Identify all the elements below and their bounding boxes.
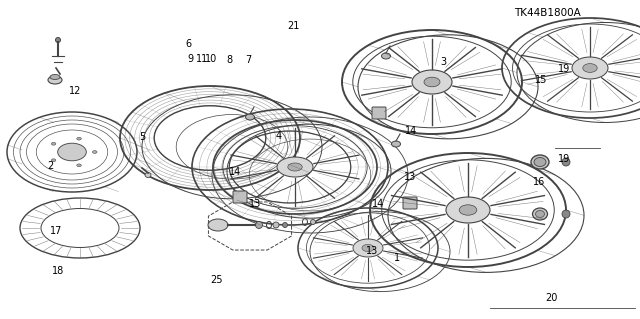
Ellipse shape	[77, 164, 81, 167]
Ellipse shape	[381, 53, 390, 59]
Ellipse shape	[534, 158, 546, 167]
Ellipse shape	[208, 219, 228, 231]
Ellipse shape	[92, 151, 97, 153]
Ellipse shape	[532, 208, 547, 220]
Text: 20: 20	[545, 293, 558, 303]
Ellipse shape	[51, 142, 56, 145]
Ellipse shape	[460, 205, 477, 215]
Ellipse shape	[246, 114, 255, 120]
Ellipse shape	[77, 137, 81, 140]
Ellipse shape	[51, 159, 56, 162]
Text: 7: 7	[245, 55, 252, 65]
Text: 11: 11	[195, 54, 208, 64]
Ellipse shape	[145, 173, 151, 177]
Text: 15: 15	[534, 75, 547, 85]
Text: 18: 18	[51, 265, 64, 276]
Ellipse shape	[583, 63, 597, 72]
Ellipse shape	[56, 38, 61, 42]
Text: 14: 14	[371, 198, 384, 209]
Text: 19: 19	[558, 154, 571, 164]
Text: 2: 2	[47, 161, 53, 171]
FancyBboxPatch shape	[233, 191, 247, 203]
Text: 13: 13	[366, 246, 379, 256]
Ellipse shape	[353, 239, 383, 257]
Text: 12: 12	[69, 86, 82, 96]
Ellipse shape	[424, 77, 440, 87]
Text: 6: 6	[186, 39, 192, 49]
Text: 1: 1	[394, 253, 400, 263]
Ellipse shape	[288, 163, 302, 171]
Text: 9: 9	[188, 54, 194, 64]
Ellipse shape	[310, 219, 316, 225]
Text: 4: 4	[275, 130, 282, 141]
Ellipse shape	[58, 143, 86, 161]
Text: 13: 13	[403, 172, 416, 182]
FancyBboxPatch shape	[403, 197, 417, 209]
Ellipse shape	[392, 141, 401, 147]
Ellipse shape	[48, 76, 62, 84]
Text: 10: 10	[205, 54, 218, 64]
Text: 5: 5	[139, 132, 145, 142]
Ellipse shape	[536, 211, 545, 218]
Text: 8: 8	[226, 55, 232, 65]
Ellipse shape	[531, 155, 549, 169]
Text: 16: 16	[532, 177, 545, 188]
FancyBboxPatch shape	[372, 107, 386, 119]
Text: 14: 14	[404, 126, 417, 137]
Ellipse shape	[412, 70, 452, 94]
Text: TK44B1800A: TK44B1800A	[514, 8, 580, 19]
Text: 25: 25	[210, 275, 223, 285]
Text: 14: 14	[228, 167, 241, 177]
Ellipse shape	[255, 221, 262, 228]
Ellipse shape	[562, 158, 570, 166]
Ellipse shape	[562, 210, 570, 218]
Ellipse shape	[572, 57, 608, 79]
Text: 3: 3	[440, 57, 447, 67]
Text: 21: 21	[287, 21, 300, 31]
Ellipse shape	[273, 222, 279, 228]
Ellipse shape	[362, 244, 374, 252]
Ellipse shape	[446, 197, 490, 223]
Ellipse shape	[277, 157, 313, 177]
Text: 19: 19	[558, 63, 571, 74]
Ellipse shape	[282, 222, 287, 227]
Text: 17: 17	[50, 226, 63, 236]
Text: 13: 13	[248, 199, 261, 209]
Ellipse shape	[50, 75, 60, 79]
